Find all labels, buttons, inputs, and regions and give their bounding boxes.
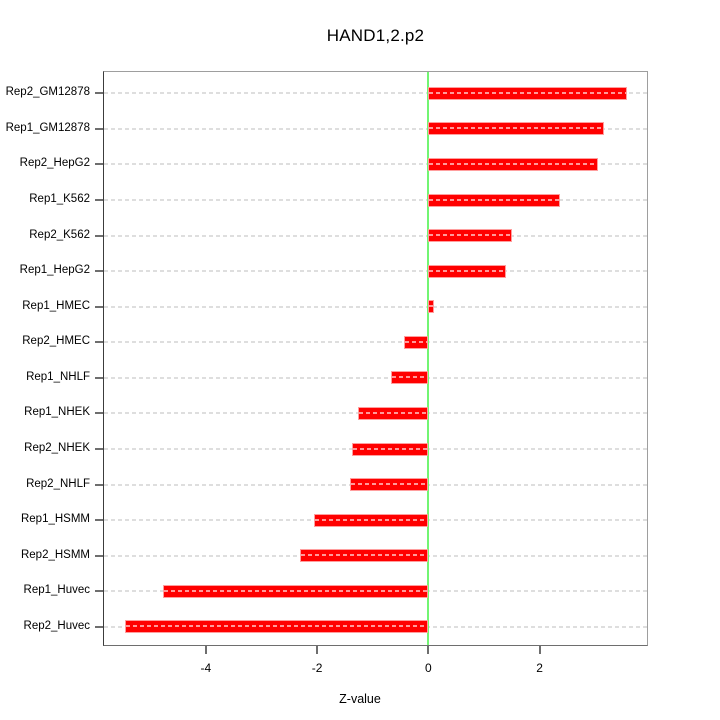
bar bbox=[428, 157, 599, 171]
y-axis-label: Rep2_Huvec bbox=[23, 619, 90, 632]
bar-dash-pattern bbox=[429, 162, 598, 165]
y-axis-tick bbox=[95, 590, 103, 593]
bar-dash-pattern bbox=[359, 411, 428, 414]
bar bbox=[428, 300, 435, 314]
y-axis-label: Rep1_K562 bbox=[29, 193, 90, 205]
y-axis-label: Rep2_NHLF bbox=[26, 477, 90, 490]
bar-dash-pattern bbox=[352, 447, 428, 450]
bar-dash-pattern bbox=[429, 234, 511, 237]
bar-dash-pattern bbox=[163, 589, 428, 592]
y-axis-label: Rep1_NHEK bbox=[24, 406, 90, 419]
row-gridline bbox=[104, 341, 647, 344]
bar bbox=[358, 406, 429, 420]
bar bbox=[124, 620, 429, 634]
x-axis-tick bbox=[204, 646, 207, 654]
bar bbox=[162, 584, 429, 598]
y-axis-label: Rep2_K562 bbox=[29, 228, 90, 241]
y-axis-tick bbox=[95, 305, 103, 308]
y-axis-tick bbox=[95, 376, 103, 379]
y-axis-label: Rep1_GM12878 bbox=[5, 121, 90, 134]
bar-dash-pattern bbox=[125, 625, 428, 628]
y-axis-label: Rep2_GM12878 bbox=[5, 86, 90, 99]
bar-dash-pattern bbox=[429, 91, 626, 94]
x-axis-tick-label: -2 bbox=[311, 661, 323, 675]
bar-dash-pattern bbox=[301, 554, 428, 557]
bar bbox=[313, 513, 429, 527]
bar bbox=[349, 478, 429, 492]
row-gridline bbox=[104, 163, 647, 166]
row-gridline bbox=[104, 199, 647, 201]
x-axis-tick-label: 0 bbox=[425, 661, 432, 675]
bar bbox=[300, 549, 429, 563]
bar bbox=[428, 229, 512, 243]
y-axis-label: Rep1_HSMM bbox=[20, 513, 90, 526]
x-axis-tick bbox=[538, 646, 541, 654]
y-axis-label: Rep1_NHLF bbox=[26, 370, 90, 383]
bar bbox=[428, 86, 627, 100]
bar bbox=[351, 442, 429, 456]
y-axis-tick bbox=[95, 341, 103, 344]
y-axis-tick bbox=[95, 625, 103, 628]
y-axis-tick bbox=[95, 483, 103, 486]
y-axis-label: Rep1_HepG2 bbox=[19, 264, 90, 277]
row-gridline bbox=[104, 305, 647, 308]
x-axis-tick-label: 2 bbox=[536, 661, 543, 675]
y-axis-label: Rep2_HMEC bbox=[22, 335, 90, 348]
y-axis-label: Rep2_HepG2 bbox=[19, 157, 90, 170]
y-axis-tick bbox=[95, 519, 103, 522]
row-gridline bbox=[104, 270, 647, 273]
bar-dash-pattern bbox=[429, 269, 505, 272]
bar-dash-pattern bbox=[392, 376, 428, 379]
y-axis-tick bbox=[95, 234, 103, 237]
y-axis-label: Rep2_HSMM bbox=[20, 548, 90, 561]
bar bbox=[428, 193, 561, 207]
y-axis-tick bbox=[95, 270, 103, 273]
row-gridline bbox=[104, 92, 647, 95]
y-axis-tick bbox=[95, 199, 103, 201]
row-gridline bbox=[104, 234, 647, 237]
y-axis-label: Rep2_NHEK bbox=[24, 442, 90, 454]
x-axis-title: Z-value bbox=[339, 692, 381, 706]
y-axis-tick bbox=[95, 127, 103, 130]
bar-dash-pattern bbox=[404, 340, 428, 343]
chart-title: HAND1,2.p2 bbox=[326, 26, 425, 45]
bar-dash-pattern bbox=[350, 483, 428, 486]
bar-dash-pattern bbox=[314, 518, 428, 521]
bar bbox=[428, 264, 506, 278]
y-axis-tick bbox=[95, 554, 103, 557]
y-axis-label: Rep1_Huvec bbox=[23, 584, 90, 597]
x-axis-tick-label: -4 bbox=[200, 661, 212, 675]
bar bbox=[403, 335, 429, 349]
y-axis-tick bbox=[95, 412, 103, 415]
y-axis-tick bbox=[95, 163, 103, 166]
bar-dash-pattern bbox=[429, 127, 603, 130]
row-gridline bbox=[104, 127, 647, 130]
bar bbox=[391, 371, 429, 385]
row-gridline bbox=[104, 376, 647, 379]
zero-reference-line bbox=[427, 72, 430, 645]
bar bbox=[428, 122, 604, 136]
y-axis-label: Rep1_HMEC bbox=[22, 299, 90, 312]
x-axis-tick bbox=[316, 646, 319, 654]
x-axis-tick bbox=[427, 646, 430, 654]
y-axis-tick bbox=[95, 448, 103, 450]
y-axis-tick bbox=[95, 92, 103, 95]
bar-dash-pattern bbox=[429, 305, 434, 308]
bar-dash-pattern bbox=[429, 198, 560, 201]
